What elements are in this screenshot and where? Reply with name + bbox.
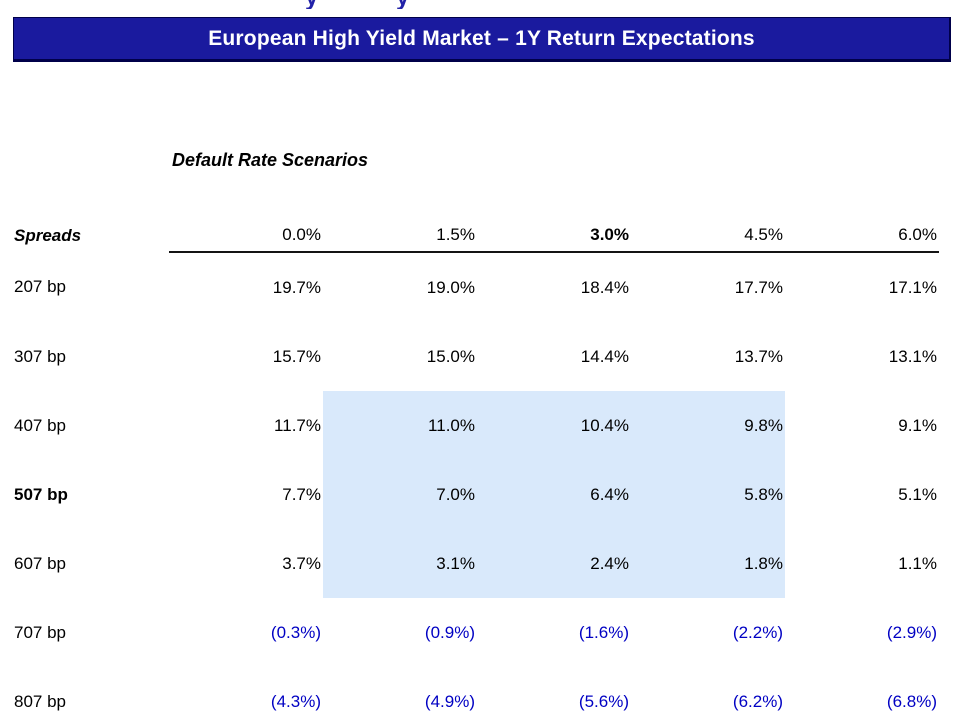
cropped-glyph: y [396, 0, 409, 9]
value-cell: (6.2%) [732, 691, 783, 711]
value-cell: (4.3%) [270, 691, 321, 711]
row-label: 507 bp [14, 484, 68, 504]
corner-label: Spreads [14, 226, 82, 245]
column-header: 0.0% [169, 209, 323, 253]
value-cell: 9.1% [898, 415, 937, 435]
table-row: 607 bp 3.7% 3.1% 2.4% 1.8% 1.1% [14, 529, 939, 598]
column-header: 4.5% [631, 209, 785, 253]
value-cell: 18.4% [580, 277, 629, 297]
value-cell: 19.0% [426, 277, 475, 297]
value-cell: 5.1% [898, 484, 937, 504]
value-cell: 14.4% [580, 346, 629, 366]
value-cell: 15.0% [426, 346, 475, 366]
value-cell: 13.7% [734, 346, 783, 366]
value-cell: 15.7% [272, 346, 321, 366]
table-row: 207 bp 19.7% 19.0% 18.4% 17.7% 17.1% [14, 252, 939, 322]
value-cell: 11.0% [323, 391, 477, 460]
value-cell: (4.9%) [424, 691, 475, 711]
table-row: 507 bp 7.7% 7.0% 6.4% 5.8% 5.1% [14, 460, 939, 529]
return-expectations-table: Spreads 0.0% 1.5% 3.0% 4.5% 6.0% 207 bp … [14, 209, 939, 724]
value-cell: 1.1% [898, 553, 937, 573]
value-cell: 17.7% [734, 277, 783, 297]
column-header: 6.0% [785, 209, 939, 253]
value-cell: 7.7% [282, 484, 321, 504]
table-body: 207 bp 19.7% 19.0% 18.4% 17.7% 17.1% 307… [14, 252, 939, 724]
value-cell: (6.8%) [886, 691, 937, 711]
value-cell: 7.0% [323, 460, 477, 529]
value-cell: (2.2%) [732, 622, 783, 642]
cropped-heading-descenders: y y [0, 0, 960, 9]
table-row: 707 bp (0.3%) (0.9%) (1.6%) (2.2%) (2.9%… [14, 598, 939, 667]
title-banner: European High Yield Market – 1Y Return E… [13, 17, 951, 62]
row-label: 807 bp [14, 691, 66, 711]
value-cell: 17.1% [888, 277, 937, 297]
row-label: 307 bp [14, 346, 66, 366]
section-label: Default Rate Scenarios [172, 150, 369, 170]
value-cell: (5.6%) [578, 691, 629, 711]
value-cell: 6.4% [477, 460, 631, 529]
value-cell: (0.9%) [424, 622, 475, 642]
value-cell: 13.1% [888, 346, 937, 366]
value-cell: (0.3%) [270, 622, 321, 642]
value-cell: 9.8% [631, 391, 785, 460]
column-header: 3.0% [477, 209, 631, 253]
value-cell: (2.9%) [886, 622, 937, 642]
table-row: 407 bp 11.7% 11.0% 10.4% 9.8% 9.1% [14, 391, 939, 460]
cropped-glyph: y [305, 0, 318, 9]
table-row: 307 bp 15.7% 15.0% 14.4% 13.7% 13.1% [14, 322, 939, 391]
header-row: Spreads 0.0% 1.5% 3.0% 4.5% 6.0% [14, 209, 939, 253]
value-cell: 19.7% [272, 277, 321, 297]
value-cell: 3.1% [323, 529, 477, 598]
value-cell: 11.7% [274, 415, 321, 435]
value-cell: 2.4% [477, 529, 631, 598]
value-cell: (1.6%) [578, 622, 629, 642]
row-label: 407 bp [14, 415, 66, 435]
value-cell: 3.7% [282, 553, 321, 573]
row-label: 607 bp [14, 553, 66, 573]
value-cell: 10.4% [477, 391, 631, 460]
row-label: 707 bp [14, 622, 66, 642]
column-header: 1.5% [323, 209, 477, 253]
row-label: 207 bp [14, 277, 66, 296]
table-row: 807 bp (4.3%) (4.9%) (5.6%) (6.2%) (6.8%… [14, 667, 939, 724]
value-cell: 1.8% [631, 529, 785, 598]
value-cell: 5.8% [631, 460, 785, 529]
